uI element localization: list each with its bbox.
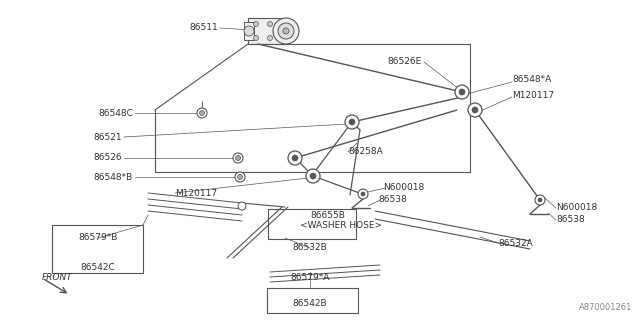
Circle shape bbox=[233, 153, 243, 163]
Text: <WASHER HOSE>: <WASHER HOSE> bbox=[300, 221, 382, 230]
Text: N600018: N600018 bbox=[383, 183, 424, 193]
Circle shape bbox=[288, 151, 302, 165]
Text: 86579*B: 86579*B bbox=[78, 234, 118, 243]
Text: 86526: 86526 bbox=[93, 154, 122, 163]
Circle shape bbox=[238, 202, 246, 210]
Text: 86538: 86538 bbox=[378, 196, 407, 204]
Circle shape bbox=[236, 156, 241, 161]
Text: A870001261: A870001261 bbox=[579, 303, 632, 312]
Circle shape bbox=[306, 169, 320, 183]
Circle shape bbox=[237, 174, 243, 180]
Circle shape bbox=[349, 119, 355, 125]
Text: 86548*A: 86548*A bbox=[512, 76, 551, 84]
Text: 86511: 86511 bbox=[189, 23, 218, 33]
Text: 86542B: 86542B bbox=[292, 299, 327, 308]
Text: 86548*B: 86548*B bbox=[93, 172, 133, 181]
Bar bbox=[267, 288, 358, 313]
Text: 86526E: 86526E bbox=[388, 58, 422, 67]
Circle shape bbox=[459, 89, 465, 95]
Text: M120117: M120117 bbox=[175, 188, 217, 197]
Text: 86521: 86521 bbox=[93, 132, 122, 141]
Circle shape bbox=[345, 115, 359, 129]
Circle shape bbox=[358, 189, 368, 199]
Circle shape bbox=[292, 155, 298, 161]
Text: 86258A: 86258A bbox=[348, 148, 383, 156]
Circle shape bbox=[468, 103, 482, 117]
Circle shape bbox=[283, 28, 289, 34]
Circle shape bbox=[535, 195, 545, 205]
Text: 86655B: 86655B bbox=[310, 211, 345, 220]
Text: 86579*A: 86579*A bbox=[291, 274, 330, 283]
Circle shape bbox=[244, 26, 254, 36]
Text: FRONT: FRONT bbox=[42, 274, 73, 283]
Bar bbox=[268, 209, 356, 239]
Circle shape bbox=[310, 173, 316, 179]
Bar bbox=[248, 18, 286, 44]
Circle shape bbox=[200, 110, 205, 116]
Circle shape bbox=[268, 21, 273, 27]
Circle shape bbox=[197, 108, 207, 118]
Circle shape bbox=[268, 36, 273, 41]
Circle shape bbox=[455, 85, 469, 99]
Text: N600018: N600018 bbox=[556, 204, 597, 212]
Text: 86542C: 86542C bbox=[81, 263, 115, 273]
Circle shape bbox=[253, 21, 259, 27]
Bar bbox=[52, 225, 143, 273]
Circle shape bbox=[278, 23, 294, 39]
Circle shape bbox=[472, 107, 478, 113]
Text: 86538: 86538 bbox=[556, 215, 585, 225]
Text: 86532A: 86532A bbox=[498, 238, 532, 247]
Circle shape bbox=[361, 192, 365, 196]
Circle shape bbox=[235, 172, 245, 182]
Text: 86548C: 86548C bbox=[98, 108, 133, 117]
Circle shape bbox=[538, 198, 542, 202]
Bar bbox=[244, 22, 254, 40]
Text: M120117: M120117 bbox=[512, 91, 554, 100]
Circle shape bbox=[273, 18, 299, 44]
Text: 86532B: 86532B bbox=[292, 244, 328, 252]
Circle shape bbox=[253, 36, 259, 41]
